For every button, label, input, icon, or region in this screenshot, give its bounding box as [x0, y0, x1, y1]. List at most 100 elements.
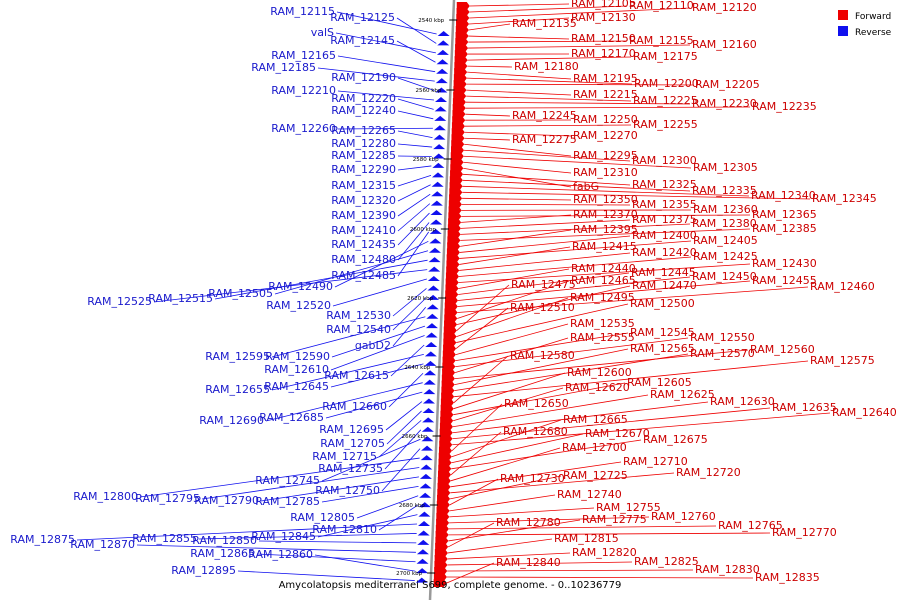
forward-gene-label: RAM_12570 [690, 347, 755, 360]
forward-leader-line [464, 143, 572, 157]
reverse-gene-label: RAM_12850 [192, 534, 257, 547]
forward-gene-arrow [448, 206, 462, 215]
forward-gene-label: RAM_12510 [510, 301, 575, 314]
forward-leader-line [454, 349, 749, 380]
forward-gene-arrow [450, 170, 464, 179]
reverse-gene-label: RAM_12855 [132, 532, 197, 545]
forward-gene-label: RAM_12255 [633, 118, 698, 131]
forward-gene-arrow [443, 332, 457, 341]
forward-gene-label: RAM_12445 [631, 266, 696, 279]
reverse-gene-arrow [428, 247, 441, 253]
forward-gene-arrow [442, 362, 456, 371]
reverse-gene-arrow [430, 219, 443, 225]
reverse-leader-line [139, 457, 420, 498]
forward-leader-line [449, 478, 499, 506]
forward-gene-label: RAM_12275 [512, 133, 577, 146]
reverse-gene-arrow [418, 511, 431, 517]
forward-gene-label: RAM_12335 [692, 184, 757, 197]
forward-leader-line [455, 332, 629, 362]
forward-gene-arrow [435, 536, 449, 545]
forward-leader-line [457, 276, 691, 301]
reverse-gene-label: RAM_12655 [205, 383, 270, 396]
reverse-gene-label: RAM_12490 [268, 280, 333, 293]
reverse-gene-label: RAM_12280 [331, 137, 396, 150]
forward-leader-line [458, 263, 751, 283]
reverse-leader-line [317, 514, 418, 538]
forward-gene-arrow [449, 188, 463, 197]
forward-gene-arrow [443, 338, 457, 347]
reverse-leader-line [392, 307, 427, 347]
forward-gene-arrow [444, 296, 458, 305]
forward-leader-line [453, 355, 509, 403]
forward-gene-arrow [452, 98, 466, 107]
forward-gene-label: RAM_12635 [772, 401, 837, 414]
forward-leader-line [462, 185, 750, 197]
forward-gene-arrow [455, 32, 469, 41]
reverse-gene-label: RAM_12615 [324, 369, 389, 382]
axis-tick-label: 2560 kbp [415, 88, 441, 94]
forward-leader-line [462, 179, 691, 192]
reverse-leader-line [321, 485, 419, 503]
forward-gene-arrow [438, 458, 452, 467]
reverse-gene-label: gabD2 [355, 339, 391, 352]
reverse-gene-label: RAM_12515 [148, 292, 213, 305]
forward-gene-label: RAM_12775 [582, 513, 647, 526]
forward-gene-label: RAM_12180 [514, 60, 579, 73]
reverse-gene-label: RAM_12480 [331, 253, 396, 266]
reverse-gene-label: RAM_12590 [265, 350, 330, 363]
reverse-gene-arrow [417, 539, 430, 545]
forward-gene-arrow [435, 542, 449, 551]
forward-gene-arrow [449, 182, 463, 191]
axis-tick-label: 2640 kbp [404, 365, 430, 371]
forward-gene-arrow [445, 272, 459, 281]
reverse-gene-arrow [422, 417, 435, 423]
reverse-gene-label: RAM_12745 [255, 474, 320, 487]
reverse-leader-line [337, 90, 435, 101]
forward-gene-label: RAM_12625 [650, 388, 715, 401]
forward-gene-label: RAM_12150 [571, 32, 636, 45]
reverse-leader-line [265, 382, 423, 422]
forward-gene-arrow [449, 176, 463, 185]
forward-gene-arrow [444, 302, 458, 311]
legend-reverse-label: Reverse [855, 28, 892, 38]
forward-leader-line [455, 337, 689, 368]
forward-gene-label: RAM_12215 [573, 88, 638, 101]
forward-gene-arrow [438, 452, 452, 461]
forward-gene-label: RAM_12760 [651, 510, 716, 523]
reverse-gene-label: RAM_12705 [320, 437, 385, 450]
forward-leader-line [449, 516, 650, 524]
forward-gene-label: RAM_12700 [562, 441, 627, 454]
forward-gene-arrow [443, 344, 457, 353]
forward-gene-label: RAM_12630 [710, 395, 775, 408]
forward-leader-line [467, 71, 572, 80]
forward-gene-arrow [441, 386, 455, 395]
forward-leader-line [463, 161, 572, 174]
forward-leader-line [468, 40, 628, 43]
forward-leader-line [461, 214, 751, 217]
reverse-gene-label: RAM_12190 [331, 71, 396, 84]
forward-leader-line [453, 372, 566, 410]
forward-gene-arrow [441, 380, 455, 389]
forward-gene-label: RAM_12465 [571, 274, 636, 287]
forward-gene-arrow [437, 488, 451, 497]
forward-gene-arrow [446, 266, 460, 275]
reverse-gene-label: RAM_12860 [248, 548, 313, 561]
forward-gene-label: RAM_12670 [585, 427, 650, 440]
reverse-gene-arrow [420, 455, 433, 461]
reverse-gene-arrow [419, 492, 432, 498]
forward-leader-line [457, 280, 570, 319]
reverse-gene-arrow [432, 162, 445, 168]
reverse-leader-line [260, 476, 419, 502]
forward-leader-line [459, 235, 631, 253]
reverse-gene-arrow [430, 200, 443, 206]
reverse-leader-line [397, 143, 433, 148]
forward-gene-label: RAM_12355 [632, 198, 697, 211]
forward-gene-label: RAM_12170 [571, 47, 636, 60]
reverse-gene-label: RAM_12540 [326, 323, 391, 336]
forward-leader-line [466, 83, 694, 86]
forward-gene-arrow [439, 428, 453, 437]
forward-gene-label: RAM_12120 [692, 1, 757, 14]
reverse-gene-arrow [436, 49, 449, 55]
forward-leader-line [458, 272, 630, 295]
reverse-gene-label: RAM_12390 [331, 209, 396, 222]
